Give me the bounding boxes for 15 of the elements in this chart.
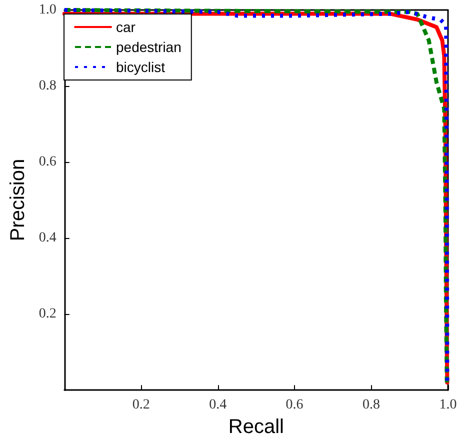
x-tick-label: 0.6	[286, 398, 304, 413]
y-tick-label: 0.2	[38, 306, 56, 322]
legend-label: pedestrian	[116, 39, 182, 55]
y-tick-label: 0.6	[38, 154, 56, 170]
y-tick-label: 0.4	[38, 230, 56, 246]
y-axis-title: Precision	[7, 158, 29, 242]
y-tick-label: 0.8	[38, 78, 56, 94]
x-tick-label: 0.4	[209, 398, 227, 413]
y-tick-label: 1.0	[38, 2, 56, 18]
x-tick-label: 1.0	[439, 398, 457, 413]
legend-label: bicyclist	[116, 59, 166, 75]
x-tick-label: 0.2	[132, 398, 150, 413]
x-axis-title: Recall	[228, 416, 284, 438]
x-tick-label: 0.8	[362, 398, 380, 413]
legend-label: car	[116, 19, 136, 35]
